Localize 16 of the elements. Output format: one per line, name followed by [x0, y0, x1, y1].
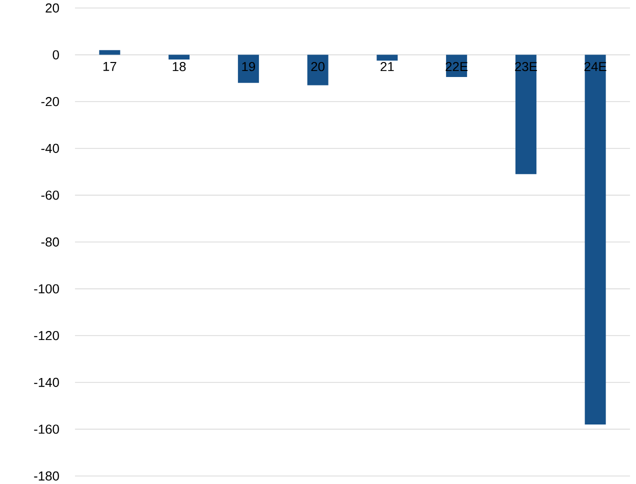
y-tick-label: -20	[41, 97, 59, 106]
y-tick-label: -60	[41, 190, 59, 200]
x-tick-label: 18	[172, 62, 186, 72]
y-tick-label: -100	[34, 284, 59, 294]
y-tick-label: -140	[34, 378, 59, 387]
y-tick-label: -180	[34, 471, 59, 481]
y-tick-label: 20	[46, 3, 59, 13]
y-tick-label: 0	[52, 50, 59, 60]
x-tick-label: 20	[311, 62, 325, 72]
x-tick-label: 21	[380, 62, 394, 72]
x-tick-label: 19	[242, 62, 256, 72]
x-tick-label: 17	[103, 62, 116, 71]
y-tick-label: -80	[41, 237, 59, 247]
y-tick-label: -160	[34, 424, 59, 434]
y-tick-label: -120	[34, 331, 59, 340]
y-tick-label: -40	[41, 144, 59, 153]
